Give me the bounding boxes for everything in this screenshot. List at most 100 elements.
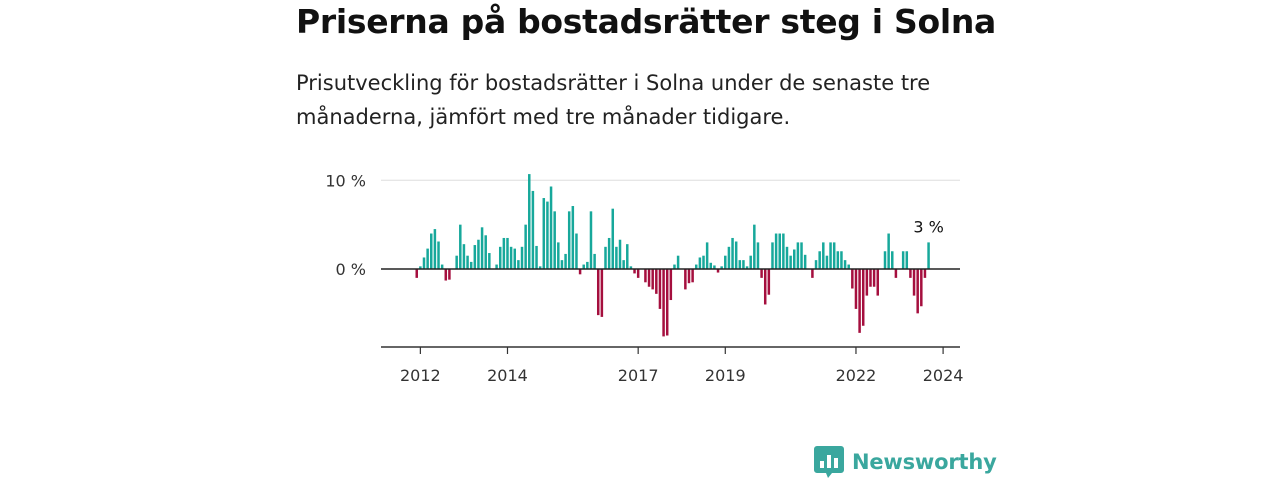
bar [840, 251, 843, 269]
bar [691, 269, 694, 283]
bar [731, 237, 734, 269]
bar [440, 264, 444, 269]
bar [832, 242, 836, 269]
bar [513, 248, 516, 269]
bar [720, 266, 723, 269]
bar [600, 269, 604, 317]
bar [466, 255, 469, 269]
bar [782, 233, 785, 269]
bar [713, 265, 716, 269]
bar [905, 251, 909, 269]
bar [901, 251, 905, 269]
bar [607, 237, 611, 269]
bar [916, 269, 919, 314]
bar [571, 206, 575, 269]
bar [763, 269, 767, 305]
bar [883, 251, 887, 269]
bar [658, 269, 662, 309]
bar [419, 266, 422, 269]
bar [767, 269, 771, 295]
bar [495, 264, 498, 269]
bar [745, 266, 749, 269]
bar [920, 269, 923, 307]
bar [524, 224, 527, 269]
bar [742, 260, 745, 269]
bar [622, 260, 625, 269]
page-subtitle: Prisutveckling för bostadsrätter i Solna… [296, 71, 931, 129]
bar [542, 198, 546, 269]
bar [861, 269, 865, 326]
bar [843, 260, 847, 269]
bar [927, 242, 930, 269]
bar [560, 260, 564, 269]
bar [825, 255, 829, 269]
bar [647, 269, 651, 287]
y-tick-label: 0 % [336, 260, 366, 279]
y-tick-label: 10 % [325, 171, 366, 190]
x-tick-label: 2022 [836, 366, 877, 385]
bar [894, 269, 898, 278]
x-tick-label: 2019 [705, 366, 746, 385]
newsworthy-logo-icon [814, 446, 844, 478]
bar [665, 269, 669, 336]
bar [734, 241, 738, 269]
bar [589, 211, 593, 269]
bar [738, 260, 742, 269]
bar [800, 242, 803, 269]
bar [811, 269, 814, 278]
bar [695, 264, 698, 269]
bar [858, 269, 861, 333]
bar [698, 257, 702, 269]
bar [444, 269, 448, 281]
bar [437, 241, 440, 269]
bar [865, 269, 869, 296]
brand-name: Newsworthy [852, 450, 997, 474]
bar [582, 264, 585, 269]
bar [771, 242, 774, 269]
bar [684, 269, 687, 290]
brand-logo: Newsworthy [814, 446, 997, 478]
bar [676, 255, 680, 269]
bar [498, 246, 502, 269]
bar [753, 224, 756, 269]
bar [655, 269, 658, 294]
bar [891, 251, 894, 269]
bar [415, 269, 418, 278]
bar [448, 269, 451, 280]
x-axis: 2012 2014 2017 2019 2022 2024 [381, 346, 964, 385]
bar [473, 245, 477, 269]
bar [477, 239, 480, 269]
bar [531, 190, 535, 269]
bar [484, 235, 487, 269]
bar [626, 244, 629, 269]
bar [636, 269, 640, 278]
bar [618, 239, 622, 269]
bar [546, 201, 549, 269]
bar [593, 253, 596, 269]
bar [716, 269, 720, 273]
bar [814, 260, 818, 269]
bar [923, 269, 927, 278]
x-tick-label: 2024 [923, 366, 964, 385]
bar [629, 266, 633, 269]
bar [702, 255, 705, 269]
y-tick-labels: 0 % 10 % [325, 171, 366, 279]
bar [422, 257, 426, 269]
bar [793, 249, 796, 269]
bar [818, 251, 821, 269]
bar [796, 242, 800, 269]
bar [829, 242, 832, 269]
bar [426, 248, 429, 269]
bar [557, 242, 560, 269]
bar [459, 224, 462, 269]
bar [785, 246, 789, 269]
bar [567, 211, 571, 269]
bar [822, 242, 825, 269]
bars [415, 174, 930, 337]
bar [887, 233, 890, 269]
bar [749, 255, 752, 269]
bar [727, 246, 731, 269]
bar [615, 246, 618, 269]
bar [502, 237, 506, 269]
bar [564, 253, 567, 269]
